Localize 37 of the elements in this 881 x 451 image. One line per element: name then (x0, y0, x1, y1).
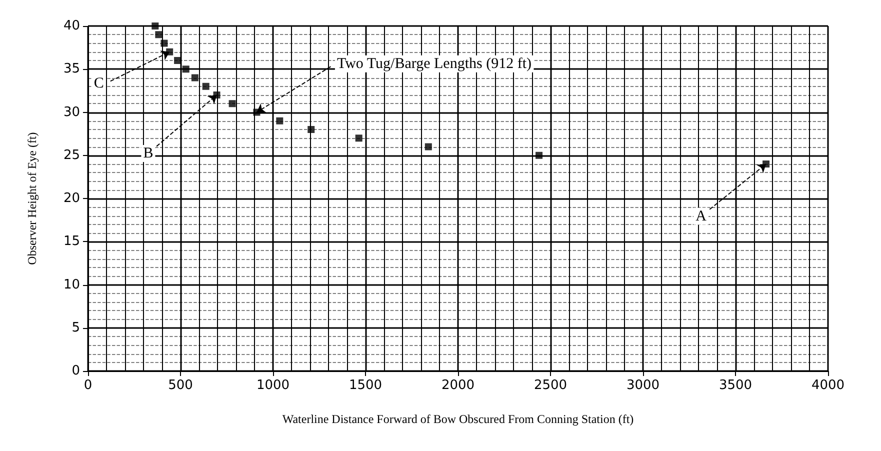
y-tick-label: 20 (63, 191, 80, 206)
y-tick-label: 5 (72, 320, 80, 336)
point (155, 31, 162, 38)
x-tick-label: 1000 (256, 378, 290, 393)
point (152, 22, 159, 30)
x-tick-label: 3500 (718, 378, 752, 393)
y-tick-label: 10 (63, 277, 80, 292)
y-axis-title: Observer Height of Eye (ft) (25, 132, 39, 265)
point (424, 143, 432, 150)
point (160, 40, 168, 47)
point (276, 117, 284, 124)
annotation: Two Tug/Barge Lengths (912 ft) (336, 56, 532, 72)
y-tick-label: 35 (63, 62, 80, 77)
x-tick-label: 0 (84, 378, 92, 393)
annotation: A (696, 208, 707, 224)
y-tick-label: 15 (63, 234, 80, 250)
point (202, 82, 210, 90)
x-tick-label: 3000 (626, 378, 660, 393)
y-tick-label: 25 (63, 148, 80, 163)
point (174, 57, 182, 64)
point (536, 152, 543, 159)
point (182, 66, 190, 73)
x-axis-title: Waterline Distance Forward of Bow Obscured From Conning Station (ft) (282, 412, 634, 426)
point (191, 74, 198, 82)
annotation: B (143, 145, 154, 162)
y-tick-label: 0 (72, 364, 80, 378)
x-tick-label: 2000 (441, 378, 475, 393)
y-tick-label: 40 (63, 18, 80, 34)
x-tick-label: 2500 (534, 378, 568, 393)
annotation: C (94, 75, 104, 92)
x-tick-label: 4000 (811, 378, 845, 393)
y-tick-label: 30 (63, 104, 80, 120)
point (228, 100, 236, 108)
point (355, 134, 362, 142)
point (308, 126, 315, 133)
x-tick-label: 1500 (348, 378, 382, 393)
x-tick-label: 500 (168, 378, 193, 393)
